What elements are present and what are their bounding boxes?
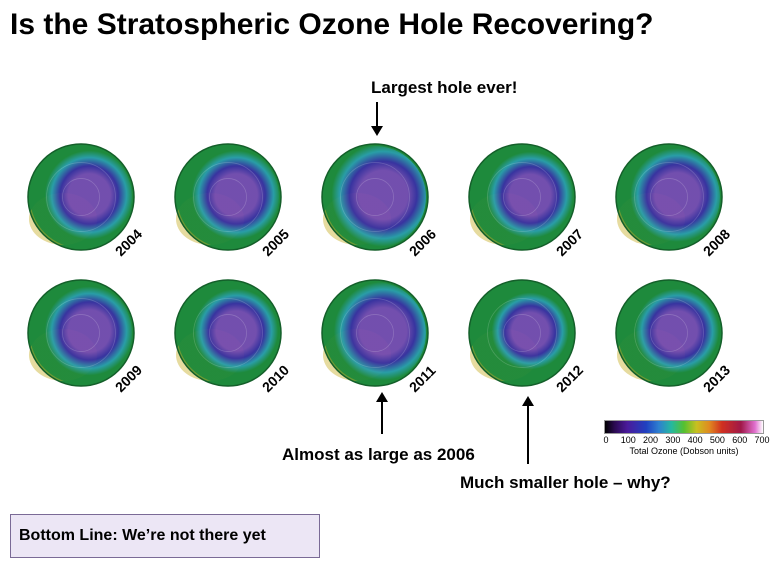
legend-title: Total Ozone (Dobson units) xyxy=(604,446,764,456)
ozone-globe-2006: 2006 xyxy=(322,144,439,259)
legend-tick-label: 500 xyxy=(710,435,725,445)
legend-tick-label: 600 xyxy=(732,435,747,445)
globe-ozone-field xyxy=(177,282,279,384)
bottom-line-box: Bottom Line: We’re not there yet xyxy=(10,514,320,558)
ozone-globe-2008: 2008 xyxy=(616,144,733,259)
globe-ozone-field xyxy=(30,146,132,248)
ozone-globe-2013: 2013 xyxy=(616,280,733,395)
ozone-globe-2004: 2004 xyxy=(28,144,145,259)
ozone-globe-2007: 2007 xyxy=(469,144,586,259)
legend-tick-label: 100 xyxy=(621,435,636,445)
legend-tick-label: 300 xyxy=(665,435,680,445)
globe-ozone-field xyxy=(324,146,426,248)
globe-ozone-field xyxy=(471,282,573,384)
globe-ozone-field xyxy=(324,282,426,384)
globe-ozone-field xyxy=(618,282,720,384)
globe-ozone-field xyxy=(177,146,279,248)
annotation-much-smaller: Much smaller hole – why? xyxy=(460,473,671,493)
arrow-up-icon xyxy=(518,394,538,466)
legend-tick-label: 0 xyxy=(603,435,608,445)
legend-ticks: 0 100 200 300 400 500 600 700 xyxy=(604,434,764,446)
legend-tick-label: 700 xyxy=(754,435,769,445)
annotation-almost-as-large: Almost as large as 2006 xyxy=(282,445,475,465)
globe-ozone-field xyxy=(471,146,573,248)
globe-ozone-field xyxy=(618,146,720,248)
ozone-globe-2012: 2012 xyxy=(469,280,586,395)
arrow-up-icon xyxy=(372,390,392,436)
globe-ozone-field xyxy=(30,282,132,384)
legend-color-bar xyxy=(604,420,764,434)
ozone-globe-2005: 2005 xyxy=(175,144,292,259)
ozone-globe-2011: 2011 xyxy=(322,280,439,395)
ozone-globe-2010: 2010 xyxy=(175,280,292,395)
ozone-globe-2009: 2009 xyxy=(28,280,145,395)
legend-tick-label: 200 xyxy=(643,435,658,445)
ozone-color-legend: 0 100 200 300 400 500 600 700 Total Ozone (Dobs… xyxy=(604,420,764,456)
legend-tick-label: 400 xyxy=(688,435,703,445)
